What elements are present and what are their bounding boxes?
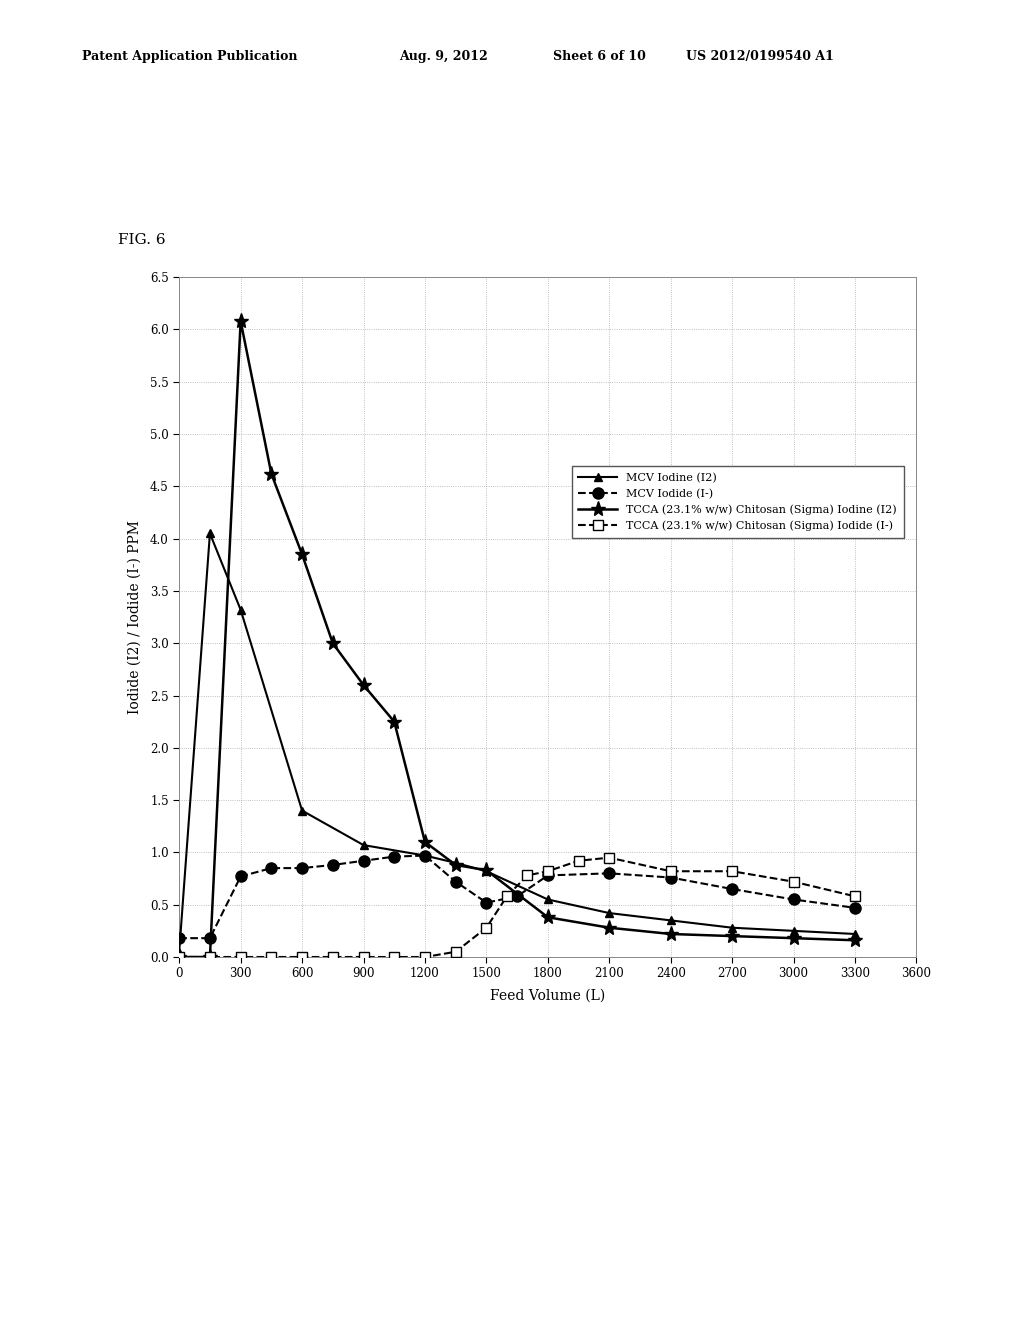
TCCA (23.1% w/w) Chitosan (Sigma) Iodine (I2) <box>419 834 431 850</box>
TCCA (23.1% w/w) Chitosan (Sigma) Iodine (I2) <box>849 932 861 948</box>
MCV Iodine (I2) <box>204 525 216 541</box>
TCCA (23.1% w/w) Chitosan (Sigma) Iodine (I2) <box>450 857 462 873</box>
TCCA (23.1% w/w) Chitosan (Sigma) Iodide (I-) <box>450 944 462 960</box>
TCCA (23.1% w/w) Chitosan (Sigma) Iodide (I-) <box>542 863 554 879</box>
TCCA (23.1% w/w) Chitosan (Sigma) Iodide (I-) <box>572 853 585 869</box>
MCV Iodine (I2) <box>296 803 308 818</box>
TCCA (23.1% w/w) Chitosan (Sigma) Iodide (I-) <box>265 949 278 965</box>
TCCA (23.1% w/w) Chitosan (Sigma) Iodide (I-) <box>296 949 308 965</box>
TCCA (23.1% w/w) Chitosan (Sigma) Iodine (I2) <box>603 920 615 936</box>
TCCA (23.1% w/w) Chitosan (Sigma) Iodide (I-) <box>327 949 339 965</box>
MCV Iodine (I2) <box>726 920 738 936</box>
MCV Iodine (I2) <box>787 923 800 939</box>
MCV Iodide (I-) <box>357 853 370 869</box>
TCCA (23.1% w/w) Chitosan (Sigma) Iodide (I-) <box>204 949 216 965</box>
TCCA (23.1% w/w) Chitosan (Sigma) Iodine (I2) <box>204 949 216 965</box>
Text: Patent Application Publication: Patent Application Publication <box>82 50 297 63</box>
MCV Iodide (I-) <box>450 874 462 890</box>
Text: US 2012/0199540 A1: US 2012/0199540 A1 <box>686 50 834 63</box>
Text: Aug. 9, 2012: Aug. 9, 2012 <box>399 50 488 63</box>
MCV Iodide (I-) <box>265 861 278 876</box>
Legend: MCV Iodine (I2), MCV Iodide (I-), TCCA (23.1% w/w) Chitosan (Sigma) Iodine (I2),: MCV Iodine (I2), MCV Iodide (I-), TCCA (… <box>571 466 903 539</box>
MCV Iodine (I2) <box>542 891 554 907</box>
TCCA (23.1% w/w) Chitosan (Sigma) Iodine (I2) <box>665 927 677 942</box>
TCCA (23.1% w/w) Chitosan (Sigma) Iodide (I-) <box>726 863 738 879</box>
MCV Iodide (I-) <box>419 847 431 863</box>
Line: MCV Iodide (I-): MCV Iodide (I-) <box>174 850 860 944</box>
X-axis label: Feed Volume (L): Feed Volume (L) <box>490 989 605 1003</box>
MCV Iodine (I2) <box>419 847 431 863</box>
TCCA (23.1% w/w) Chitosan (Sigma) Iodide (I-) <box>173 949 185 965</box>
TCCA (23.1% w/w) Chitosan (Sigma) Iodide (I-) <box>234 949 247 965</box>
TCCA (23.1% w/w) Chitosan (Sigma) Iodine (I2) <box>480 862 493 878</box>
MCV Iodine (I2) <box>665 912 677 928</box>
TCCA (23.1% w/w) Chitosan (Sigma) Iodide (I-) <box>521 867 534 883</box>
MCV Iodide (I-) <box>480 895 493 911</box>
TCCA (23.1% w/w) Chitosan (Sigma) Iodide (I-) <box>419 949 431 965</box>
Y-axis label: Iodide (I2) / Iodide (I-) PPM: Iodide (I2) / Iodide (I-) PPM <box>128 520 141 714</box>
TCCA (23.1% w/w) Chitosan (Sigma) Iodide (I-) <box>357 949 370 965</box>
TCCA (23.1% w/w) Chitosan (Sigma) Iodine (I2) <box>388 714 400 730</box>
MCV Iodide (I-) <box>542 867 554 883</box>
TCCA (23.1% w/w) Chitosan (Sigma) Iodine (I2) <box>542 909 554 925</box>
Text: FIG. 6: FIG. 6 <box>118 234 166 247</box>
TCCA (23.1% w/w) Chitosan (Sigma) Iodine (I2) <box>726 928 738 944</box>
TCCA (23.1% w/w) Chitosan (Sigma) Iodide (I-) <box>603 850 615 866</box>
MCV Iodide (I-) <box>726 882 738 898</box>
Line: TCCA (23.1% w/w) Chitosan (Sigma) Iodine (I2): TCCA (23.1% w/w) Chitosan (Sigma) Iodine… <box>172 313 862 965</box>
Line: MCV Iodine (I2): MCV Iodine (I2) <box>175 529 859 956</box>
TCCA (23.1% w/w) Chitosan (Sigma) Iodine (I2) <box>357 677 370 693</box>
MCV Iodide (I-) <box>327 857 339 873</box>
TCCA (23.1% w/w) Chitosan (Sigma) Iodine (I2) <box>173 949 185 965</box>
TCCA (23.1% w/w) Chitosan (Sigma) Iodide (I-) <box>849 888 861 904</box>
MCV Iodine (I2) <box>480 863 493 879</box>
TCCA (23.1% w/w) Chitosan (Sigma) Iodine (I2) <box>327 635 339 651</box>
MCV Iodine (I2) <box>173 944 185 960</box>
MCV Iodide (I-) <box>234 869 247 884</box>
TCCA (23.1% w/w) Chitosan (Sigma) Iodine (I2) <box>265 466 278 482</box>
TCCA (23.1% w/w) Chitosan (Sigma) Iodine (I2) <box>296 546 308 562</box>
TCCA (23.1% w/w) Chitosan (Sigma) Iodide (I-) <box>665 863 677 879</box>
MCV Iodide (I-) <box>787 891 800 907</box>
TCCA (23.1% w/w) Chitosan (Sigma) Iodine (I2) <box>787 931 800 946</box>
MCV Iodide (I-) <box>173 931 185 946</box>
Line: TCCA (23.1% w/w) Chitosan (Sigma) Iodide (I-): TCCA (23.1% w/w) Chitosan (Sigma) Iodide… <box>174 853 860 962</box>
MCV Iodide (I-) <box>296 861 308 876</box>
TCCA (23.1% w/w) Chitosan (Sigma) Iodide (I-) <box>787 874 800 890</box>
MCV Iodine (I2) <box>849 927 861 942</box>
MCV Iodine (I2) <box>234 602 247 618</box>
MCV Iodide (I-) <box>511 888 523 904</box>
MCV Iodide (I-) <box>849 900 861 916</box>
TCCA (23.1% w/w) Chitosan (Sigma) Iodide (I-) <box>501 888 513 904</box>
MCV Iodine (I2) <box>357 837 370 853</box>
MCV Iodine (I2) <box>450 855 462 871</box>
MCV Iodide (I-) <box>388 849 400 865</box>
TCCA (23.1% w/w) Chitosan (Sigma) Iodide (I-) <box>480 920 493 936</box>
MCV Iodide (I-) <box>603 866 615 882</box>
Text: Sheet 6 of 10: Sheet 6 of 10 <box>553 50 646 63</box>
MCV Iodine (I2) <box>603 906 615 921</box>
MCV Iodide (I-) <box>665 870 677 886</box>
MCV Iodide (I-) <box>204 931 216 946</box>
TCCA (23.1% w/w) Chitosan (Sigma) Iodine (I2) <box>234 313 247 329</box>
TCCA (23.1% w/w) Chitosan (Sigma) Iodide (I-) <box>388 949 400 965</box>
